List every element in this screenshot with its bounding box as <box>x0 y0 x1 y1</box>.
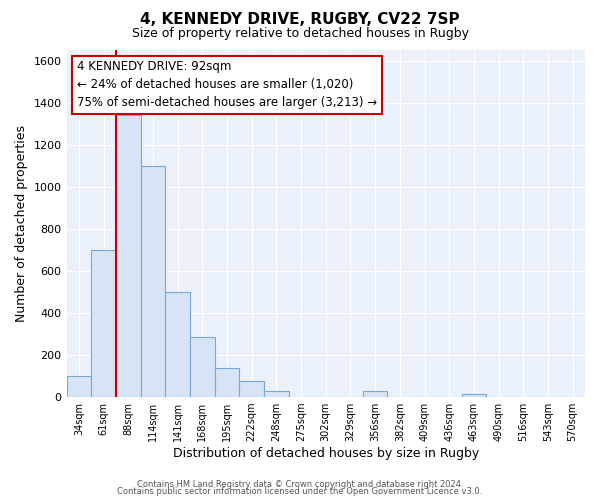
Bar <box>239 382 264 397</box>
Text: Contains public sector information licensed under the Open Government Licence v3: Contains public sector information licen… <box>118 487 482 496</box>
Bar <box>116 115 140 397</box>
Bar <box>461 394 486 397</box>
Text: Contains HM Land Registry data © Crown copyright and database right 2024.: Contains HM Land Registry data © Crown c… <box>137 480 463 489</box>
Bar <box>165 292 190 397</box>
X-axis label: Distribution of detached houses by size in Rugby: Distribution of detached houses by size … <box>173 447 479 460</box>
Text: Size of property relative to detached houses in Rugby: Size of property relative to detached ho… <box>131 28 469 40</box>
Bar <box>67 376 91 397</box>
Text: 4, KENNEDY DRIVE, RUGBY, CV22 7SP: 4, KENNEDY DRIVE, RUGBY, CV22 7SP <box>140 12 460 28</box>
Bar <box>91 250 116 397</box>
Y-axis label: Number of detached properties: Number of detached properties <box>15 125 28 322</box>
Bar <box>363 391 388 397</box>
Text: 4 KENNEDY DRIVE: 92sqm
← 24% of detached houses are smaller (1,020)
75% of semi-: 4 KENNEDY DRIVE: 92sqm ← 24% of detached… <box>77 60 377 110</box>
Bar <box>264 391 289 397</box>
Bar <box>190 337 215 397</box>
Bar <box>140 166 165 397</box>
Bar <box>215 368 239 397</box>
